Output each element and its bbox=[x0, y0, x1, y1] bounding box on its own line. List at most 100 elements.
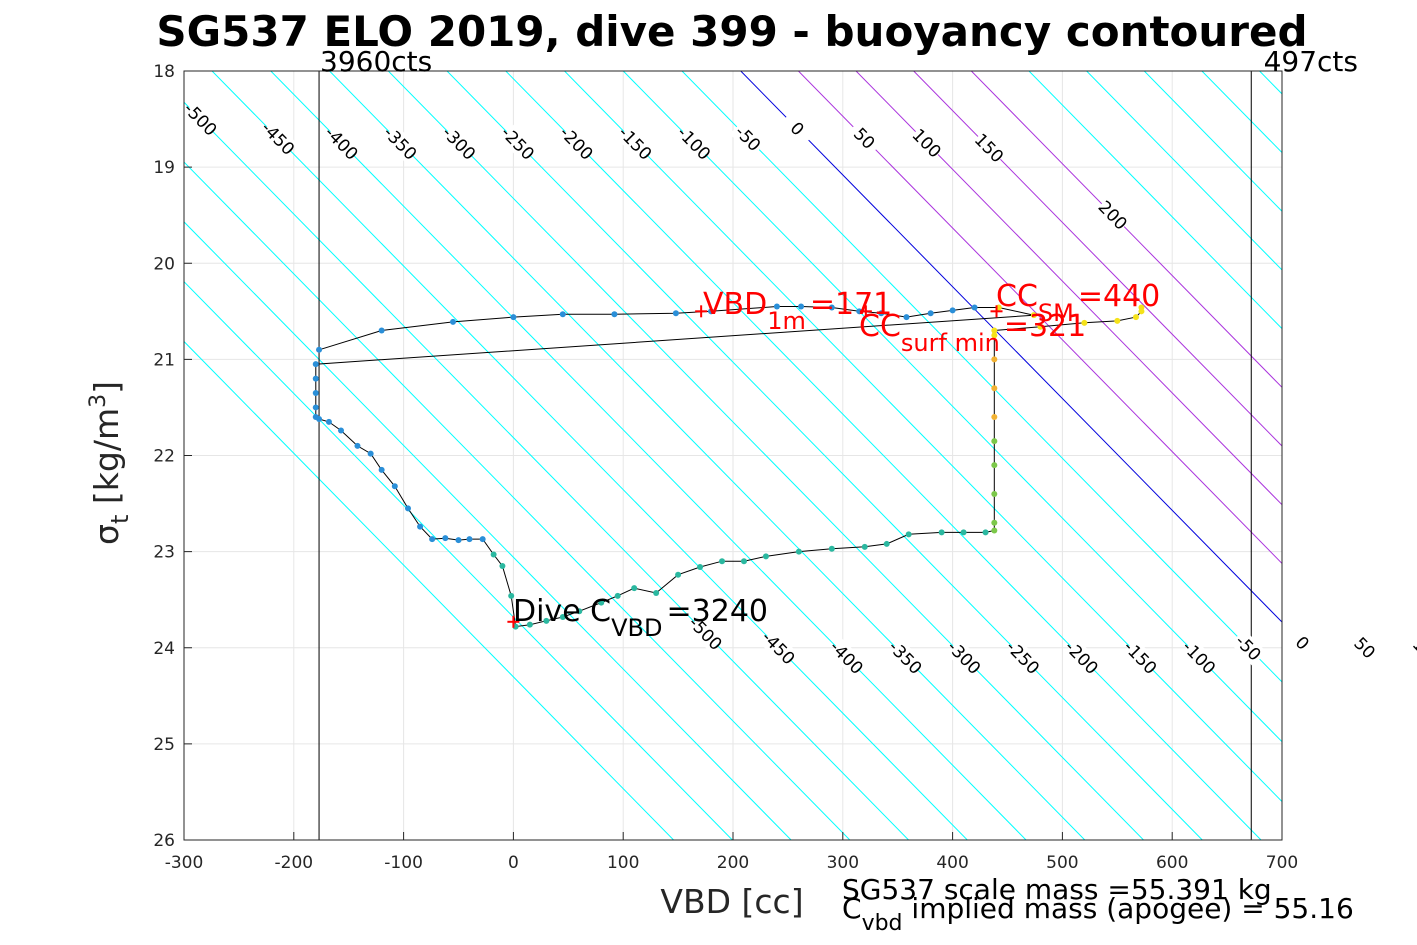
contour-label-bg bbox=[1122, 638, 1159, 676]
dive-point bbox=[312, 404, 319, 411]
contour-label-bg bbox=[945, 638, 983, 676]
contour-label-bg bbox=[1230, 629, 1267, 667]
y-axis-units: [kg/m bbox=[87, 408, 126, 504]
contour-label-bg bbox=[1284, 624, 1321, 662]
x-tick-label: 0 bbox=[508, 853, 519, 873]
contour-line bbox=[1201, 71, 1282, 154]
dive-point bbox=[740, 558, 747, 565]
dive-point bbox=[991, 438, 998, 445]
contour-line bbox=[184, 101, 910, 840]
svg-text:σt [kg/m3]: σt [kg/m3] bbox=[86, 381, 134, 545]
contour-label-bg bbox=[381, 124, 419, 162]
dive-point bbox=[762, 553, 769, 560]
contour-label-bg bbox=[1346, 629, 1384, 667]
dive-point bbox=[991, 327, 998, 334]
dive-point bbox=[1114, 317, 1121, 324]
dive-point bbox=[991, 332, 998, 339]
dive-point bbox=[508, 592, 515, 599]
dive-point bbox=[614, 592, 621, 599]
max-vbd-counts-label: 497cts bbox=[1264, 45, 1358, 78]
dive-point bbox=[675, 571, 682, 578]
dive-point bbox=[510, 314, 517, 321]
dive-point bbox=[367, 450, 374, 457]
dive-point bbox=[598, 599, 605, 606]
dive-point bbox=[991, 527, 998, 534]
contour-line bbox=[912, 71, 1282, 447]
x-tick-label: 500 bbox=[1046, 853, 1078, 873]
dive-point bbox=[499, 563, 506, 570]
dive-point bbox=[429, 536, 436, 543]
dive-point bbox=[1132, 314, 1139, 321]
dive-point bbox=[325, 418, 332, 425]
y-axis-close: ] bbox=[87, 381, 126, 394]
x-tick-label: 400 bbox=[936, 853, 968, 873]
dive-point bbox=[938, 529, 945, 536]
dive-point bbox=[391, 483, 398, 490]
x-tick-label: 100 bbox=[607, 853, 639, 873]
dive-point bbox=[861, 543, 868, 550]
x-tick-label: -200 bbox=[275, 853, 314, 873]
dive-point bbox=[708, 308, 715, 315]
y-tick-label: 18 bbox=[153, 62, 175, 82]
dive-point bbox=[455, 537, 462, 544]
dive-point bbox=[543, 617, 550, 624]
dive-point bbox=[576, 608, 583, 615]
contour-line bbox=[184, 221, 792, 840]
y-tick-label: 23 bbox=[153, 543, 175, 563]
contour-label-bg bbox=[729, 119, 767, 157]
dive-point bbox=[991, 385, 998, 392]
dive-point bbox=[798, 303, 805, 310]
dive-point bbox=[312, 361, 319, 368]
dive-point bbox=[991, 356, 998, 363]
dive-point bbox=[949, 307, 956, 314]
contour-label-bg bbox=[616, 124, 654, 162]
contour-label-bg bbox=[970, 129, 1008, 167]
dive-point bbox=[991, 490, 998, 497]
dive-point bbox=[417, 523, 424, 530]
contour-line bbox=[970, 71, 1282, 389]
dive-point bbox=[653, 589, 660, 596]
contour-label-bg bbox=[908, 124, 946, 162]
dive-point bbox=[719, 558, 726, 565]
dive-point bbox=[378, 327, 385, 334]
dive-point bbox=[316, 346, 323, 353]
contour-label-bg bbox=[1004, 638, 1042, 676]
dive-point bbox=[631, 585, 638, 592]
dive-point bbox=[991, 414, 998, 421]
dive-point bbox=[490, 551, 497, 558]
dive-point bbox=[354, 442, 361, 449]
contour-label-bg bbox=[828, 638, 866, 676]
contour-label-bg bbox=[499, 124, 537, 162]
y-tick-label: 22 bbox=[153, 447, 175, 467]
dive-point bbox=[611, 311, 618, 318]
x-tick-label: -300 bbox=[165, 853, 204, 873]
x-tick-label: 700 bbox=[1266, 853, 1298, 873]
dive-point bbox=[450, 318, 457, 325]
dive-point bbox=[312, 390, 319, 397]
dive-point bbox=[1138, 304, 1145, 311]
dive-point bbox=[991, 519, 998, 526]
contour-label-bg bbox=[1180, 638, 1218, 676]
dive-point bbox=[878, 310, 885, 317]
dive-c-vbd-label: Dive CVBD =3240 bbox=[513, 594, 768, 642]
contour-label-bg bbox=[1063, 638, 1101, 676]
dive-point bbox=[316, 415, 323, 422]
contour-line bbox=[184, 280, 734, 840]
axis-ticks: -300 -200 -100 0 100 200 300 400 500 600 700 18 19 20… bbox=[153, 62, 1298, 873]
y-tick-label: 26 bbox=[153, 831, 175, 851]
vbd-limit-lines bbox=[318, 71, 1252, 840]
dive-point bbox=[1037, 323, 1044, 330]
contour-label-bg bbox=[846, 119, 883, 157]
dive-point bbox=[960, 529, 967, 536]
y-tick-label: 20 bbox=[153, 254, 175, 274]
contour-line bbox=[1338, 0, 1417, 936]
min-vbd-counts-label: 3960cts bbox=[320, 45, 432, 78]
dive-point bbox=[404, 505, 411, 512]
dive-point bbox=[828, 545, 835, 552]
x-tick-label: 300 bbox=[827, 853, 859, 873]
dive-point bbox=[479, 536, 486, 543]
dive-point bbox=[982, 529, 989, 536]
dive-point bbox=[856, 308, 863, 315]
contour-label-bg bbox=[558, 124, 595, 162]
dive-point bbox=[971, 304, 978, 311]
